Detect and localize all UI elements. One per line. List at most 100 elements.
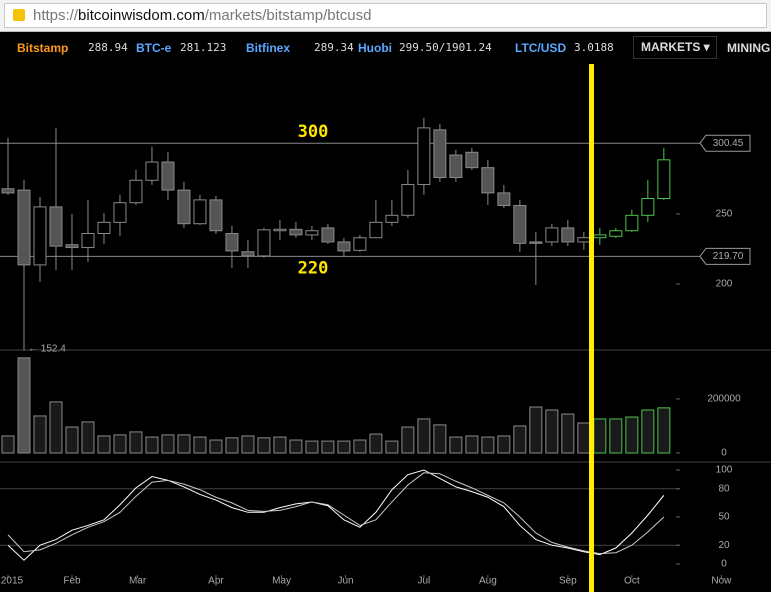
y-tick-label: 20: [718, 540, 730, 551]
volume-bar: [545, 409, 559, 454]
drawn-marker: [589, 64, 594, 592]
volume-bar: [609, 418, 623, 454]
ticker-name[interactable]: LTC/USD: [515, 41, 567, 55]
candle-body: [449, 154, 463, 178]
x-tick-label: Apr: [208, 576, 224, 587]
volume-bar: [369, 433, 383, 454]
volume-bar: [641, 409, 655, 454]
ticker-name[interactable]: Bitstamp: [17, 41, 69, 55]
candle-body: [401, 183, 415, 216]
candle-body: [129, 179, 143, 204]
candle-body: [17, 189, 31, 266]
ticker-price: 299.50/1901.24: [399, 41, 492, 54]
url-host: bitcoinwisdom.com: [78, 7, 205, 24]
volume-bar: [481, 436, 495, 454]
candle-body: [353, 237, 367, 251]
lock-icon: [13, 9, 25, 21]
volume-bar: [177, 434, 191, 454]
volume-bar: [273, 436, 287, 454]
annotation: 220: [298, 258, 329, 278]
ticker-name[interactable]: Huobi: [358, 41, 392, 55]
candle-body: [465, 151, 479, 169]
candle-body: [561, 227, 575, 243]
volume-bar: [417, 418, 431, 454]
candle-body: [81, 233, 95, 249]
volume-bar: [465, 435, 479, 454]
volume-bar: [577, 422, 591, 454]
y-tick-label: 200000: [707, 394, 741, 405]
candle-body: [257, 229, 271, 257]
x-tick-label: Aug: [479, 576, 497, 587]
candle-body: [305, 230, 319, 236]
candle-body: [161, 161, 175, 191]
volume-bar: [529, 406, 543, 454]
volume-bar: [593, 418, 607, 454]
volume-bar: [433, 424, 447, 454]
candle-body: [225, 233, 239, 252]
candle-body: [385, 214, 399, 223]
candle-body: [241, 251, 255, 257]
url-field[interactable]: https://bitcoinwisdom.com/markets/bitsta…: [4, 3, 767, 28]
markets-menu[interactable]: MARKETS ▾: [633, 36, 717, 59]
volume-bar: [321, 440, 335, 454]
volume-bar: [241, 435, 255, 454]
volume-bar: [353, 439, 367, 454]
x-tick-label: Sep: [559, 576, 577, 587]
ticker-price: 289.34: [314, 41, 354, 54]
candle-body: [369, 221, 383, 239]
volume-bar: [385, 440, 399, 454]
volume-bar: [561, 413, 575, 454]
volume-bar: [497, 435, 511, 454]
x-tick-label: Mar: [129, 576, 147, 587]
indicator-line: [7, 472, 665, 555]
volume-bar: [49, 401, 63, 454]
candle-body: [529, 241, 543, 244]
ticker-bar: Bitstamp 288.94 BTC-e 281.123 Bitfinex 2…: [0, 32, 771, 64]
volume-bar: [33, 415, 47, 454]
y-tick-label: 50: [718, 512, 730, 523]
candle-body: [577, 237, 591, 243]
candle-body: [625, 214, 639, 232]
volume-bar: [337, 440, 351, 454]
candle-body: [593, 234, 607, 239]
x-tick-label: Now: [711, 576, 732, 587]
browser-bar: https://bitcoinwisdom.com/markets/bitsta…: [0, 0, 771, 32]
mining-link[interactable]: MINING: [727, 41, 771, 55]
ticker-price: 3.0188: [574, 41, 614, 54]
candle-body: [641, 197, 655, 216]
x-tick-label: Oct: [624, 576, 640, 587]
price-tag: [699, 247, 751, 265]
candle-body: [145, 161, 159, 181]
volume-bar: [65, 426, 79, 454]
candle-body: [545, 227, 559, 243]
x-tick-label: Feb: [63, 576, 81, 587]
min-label: ← 152.4: [28, 343, 66, 354]
candle-body: [209, 199, 223, 232]
x-tick-label: Jul: [417, 576, 430, 587]
candle-body: [49, 206, 63, 247]
candle-body: [33, 206, 47, 266]
price-tag-label: 300.45: [713, 138, 744, 149]
ticker-price: 288.94: [88, 41, 128, 54]
ticker-name[interactable]: Bitfinex: [246, 41, 291, 55]
volume-bar: [657, 407, 671, 454]
y-tick-label: 200: [716, 279, 733, 290]
volume-bar: [513, 425, 527, 454]
volume-bar: [289, 439, 303, 454]
volume-bar: [193, 436, 207, 454]
candle-body: [609, 230, 623, 237]
candle-body: [497, 192, 511, 206]
x-tick-label: 2015: [1, 576, 24, 587]
ticker-name[interactable]: BTC-e: [136, 41, 172, 55]
volume-bar: [625, 416, 639, 454]
volume-bar: [401, 426, 415, 454]
candle-body: [433, 129, 447, 178]
volume-bar: [161, 434, 175, 454]
candle-body: [113, 202, 127, 223]
url-path: /markets/bitstamp/btcusd: [204, 7, 372, 24]
candle-body: [65, 244, 79, 249]
ticker-price: 281.123: [180, 41, 227, 54]
candle-body: [193, 199, 207, 225]
